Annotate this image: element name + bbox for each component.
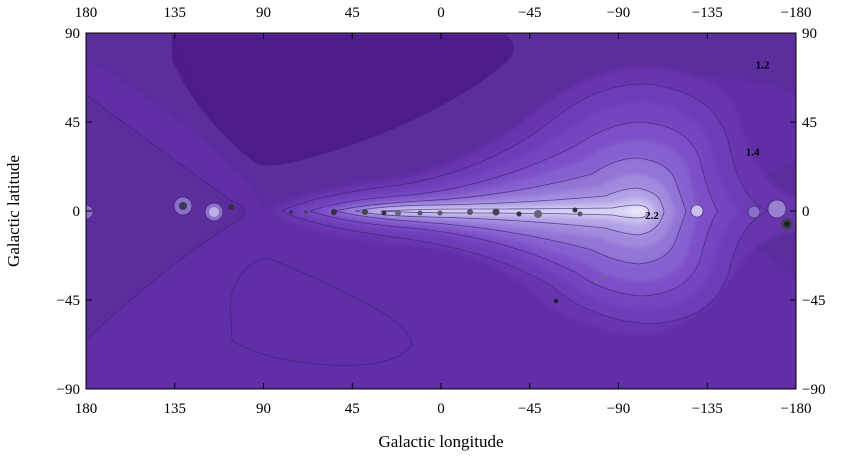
- source-blob: [395, 210, 401, 216]
- x-tick-label-top: −135: [692, 5, 723, 21]
- y-tick-label-right: 90: [802, 26, 817, 42]
- source-blob: [594, 280, 598, 284]
- contour-label: 1.4: [746, 147, 760, 159]
- x-tick-label-bottom: −90: [607, 401, 630, 417]
- y-tick-label-right: 45: [802, 115, 817, 131]
- contour-level-11: [380, 205, 649, 218]
- x-tick-label-top: 45: [345, 5, 360, 21]
- contour-outline: [308, 121, 719, 297]
- x-tick-label-bottom: 135: [164, 401, 187, 417]
- contour-label: 1.2: [756, 60, 770, 72]
- x-tick-label-top: 0: [437, 5, 445, 21]
- source-blob: [417, 210, 423, 216]
- source-blob: [381, 210, 387, 216]
- source-blob: [553, 298, 559, 304]
- x-tick-label-bottom: −135: [692, 401, 723, 417]
- low-lobe-north: [172, 35, 514, 165]
- source-blob: [304, 210, 308, 214]
- source-blob: [492, 208, 500, 216]
- source-blob: [362, 209, 368, 215]
- source-blob: [437, 210, 443, 216]
- source-blob: [86, 204, 94, 220]
- contour-outline: [229, 257, 413, 366]
- contour-outline: [354, 187, 665, 236]
- contour-outline: [171, 34, 514, 166]
- x-tick-label-bottom: 0: [437, 401, 445, 417]
- source-blob: [767, 199, 787, 219]
- source-blob: [516, 211, 522, 217]
- source-blob: [467, 209, 473, 215]
- x-axis-bottom: 180 135 90 45 0 −45 −90 −135 −180: [75, 383, 812, 417]
- contour-label: 2.2: [645, 210, 659, 222]
- source-blob: [602, 274, 606, 278]
- x-tick-label-top: −90: [607, 5, 630, 21]
- x-axis-top: 180 135 90 45 0 −45 −90 −135 −180: [75, 5, 812, 39]
- y-axis-title: Galactic latitude: [4, 155, 23, 267]
- x-tick-label-bottom: 45: [345, 401, 360, 417]
- x-tick-label-top: −45: [518, 5, 541, 21]
- source-blob: [534, 210, 542, 218]
- y-tick-label-right: 0: [802, 204, 810, 220]
- source-blob: [209, 207, 219, 217]
- y-tick-label-left: 90: [65, 26, 80, 42]
- x-tick-label-bottom: −180: [781, 401, 812, 417]
- source-blob: [747, 205, 761, 219]
- y-tick-label-right: −90: [802, 382, 825, 398]
- y-tick-label-left: 0: [73, 204, 81, 220]
- y-tick-label-right: −45: [802, 293, 825, 309]
- y-tick-label-left: −90: [57, 382, 80, 398]
- x-tick-label-top: 180: [75, 5, 98, 21]
- source-blob: [179, 202, 187, 210]
- x-tick-label-bottom: −45: [518, 401, 541, 417]
- source-blob: [784, 221, 790, 227]
- y-tick-label-left: −45: [57, 293, 80, 309]
- source-blob: [577, 211, 583, 217]
- contour-outline: [334, 157, 687, 265]
- x-tick-label-bottom: 90: [256, 401, 271, 417]
- source-blob: [289, 210, 293, 214]
- plot-area: 1.2 1.4 2.2: [86, 33, 796, 389]
- source-blob: [228, 204, 234, 210]
- source-blob: [690, 204, 704, 218]
- x-tick-label-top: −180: [781, 5, 812, 21]
- y-axis-left: 90 45 0 −45 −90: [57, 26, 92, 398]
- source-blob: [331, 209, 337, 215]
- source-blobs: [86, 196, 793, 304]
- x-axis-title: Galactic longitude: [378, 432, 503, 451]
- contour-labels: 1.2 1.4 2.2: [645, 60, 770, 222]
- x-tick-label-top: 135: [164, 5, 187, 21]
- x-tick-label-bottom: 180: [75, 401, 98, 417]
- y-axis-right: 90 45 0 −45 −90: [790, 26, 825, 398]
- y-tick-label-left: 45: [65, 115, 80, 131]
- contour-outline: [86, 94, 246, 341]
- x-tick-label-top: 90: [256, 5, 271, 21]
- contour-peak: [629, 205, 647, 217]
- source-blob: [572, 207, 578, 213]
